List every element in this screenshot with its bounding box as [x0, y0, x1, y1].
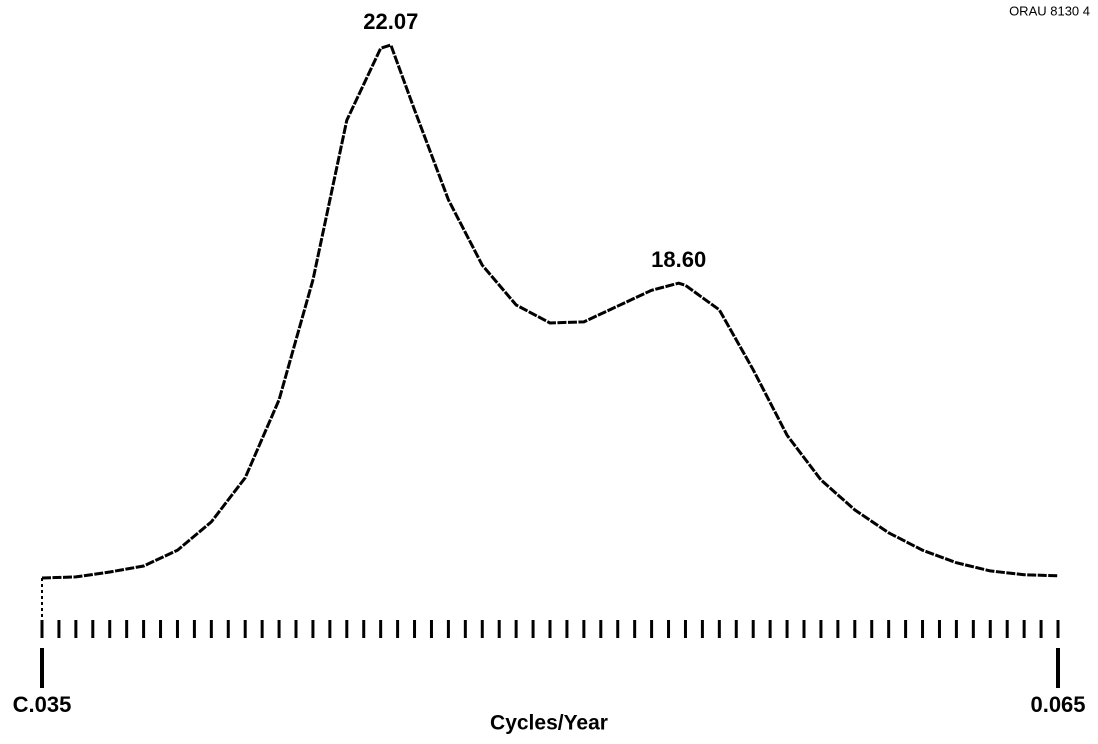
x-tick-label: C.035 — [13, 692, 72, 717]
spectrum-line — [41, 43, 1059, 580]
peak-label: 22.07 — [363, 9, 418, 34]
peak-label: 18.60 — [651, 247, 706, 272]
x-axis-label: Cycles/Year — [490, 712, 608, 735]
x-tick-label: 0.065 — [1030, 692, 1085, 717]
figure-id: ORAU 8130 4 — [1009, 3, 1090, 18]
